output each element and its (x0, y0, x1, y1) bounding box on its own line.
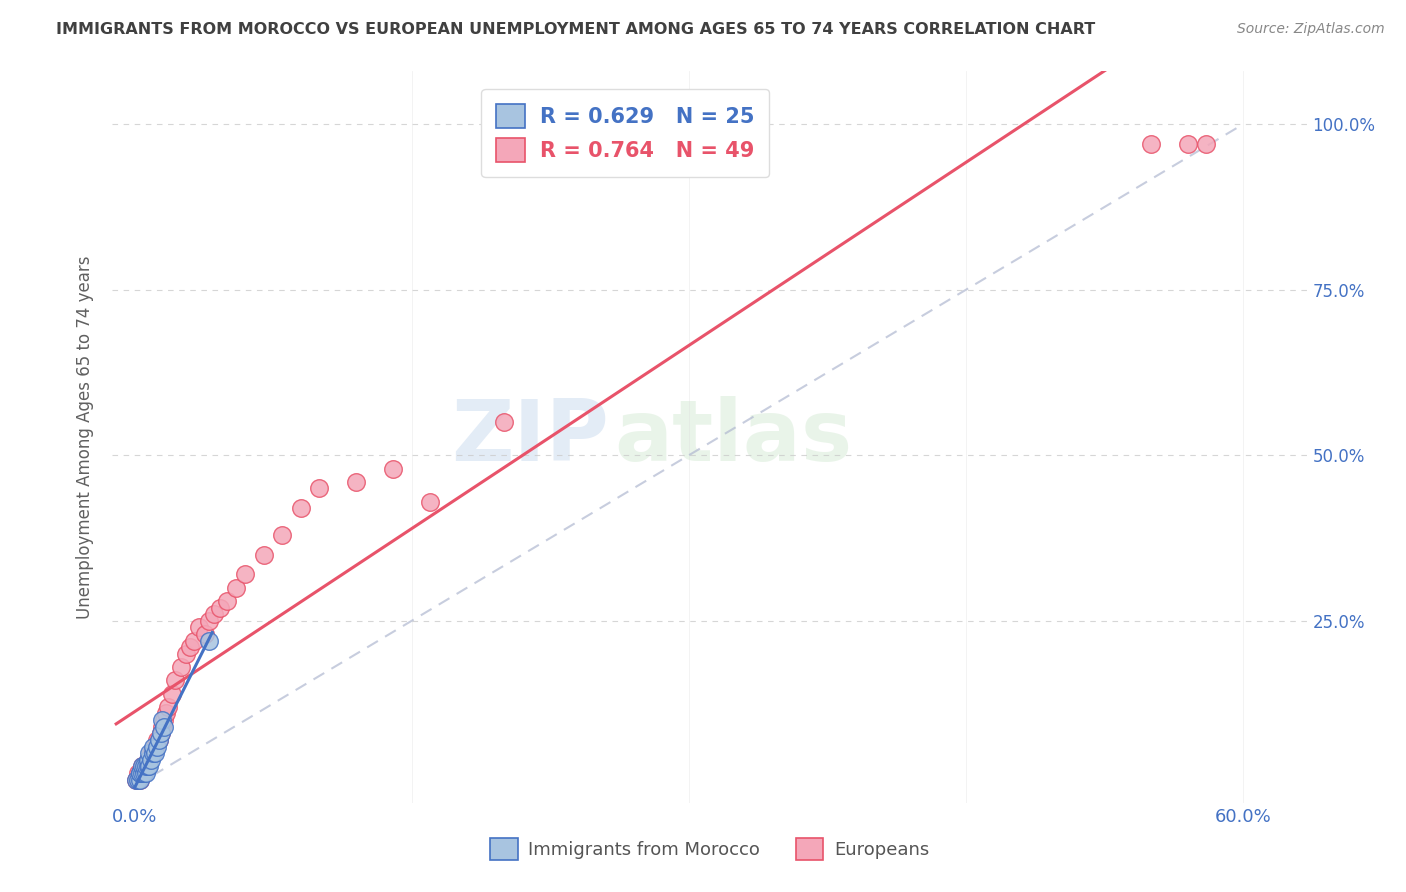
Point (641, 117, 664, 131)
Point (142, 746, 165, 760)
Point (156, 699, 179, 714)
Text: atlas: atlas (614, 395, 852, 479)
Point (125, 772, 148, 787)
Point (132, 766, 155, 780)
Point (131, 759, 153, 773)
Point (135, 759, 157, 773)
Point (494, 415, 516, 429)
Point (129, 772, 152, 787)
Point (188, 620, 211, 634)
Point (129, 766, 152, 780)
Point (1195, 137, 1218, 152)
Point (127, 772, 149, 787)
Legend: Immigrants from Morocco, Europeans: Immigrants from Morocco, Europeans (484, 830, 936, 867)
Y-axis label: Unemployment Among Ages 65 to 74 years: Unemployment Among Ages 65 to 74 years (76, 255, 94, 619)
Point (202, 607, 225, 622)
Point (153, 713, 176, 727)
Point (138, 753, 160, 767)
Point (146, 733, 169, 747)
Point (132, 766, 155, 780)
Point (1139, 137, 1161, 152)
Point (155, 706, 177, 721)
Point (146, 739, 169, 754)
Point (132, 759, 155, 773)
Point (129, 766, 152, 780)
Point (176, 647, 198, 661)
Point (136, 753, 159, 767)
Point (135, 759, 157, 773)
Point (253, 548, 276, 562)
Point (382, 461, 405, 475)
Point (215, 594, 238, 608)
Point (127, 772, 149, 787)
Point (160, 687, 183, 701)
Point (131, 759, 153, 773)
Text: Source: ZipAtlas.com: Source: ZipAtlas.com (1237, 22, 1385, 37)
Point (131, 766, 153, 780)
Point (419, 494, 441, 508)
Point (308, 482, 330, 496)
Point (149, 726, 172, 740)
Point (138, 746, 160, 760)
Point (344, 475, 367, 489)
Point (197, 633, 219, 648)
Point (143, 746, 166, 760)
Point (141, 746, 163, 760)
Point (129, 772, 152, 787)
Point (142, 746, 165, 760)
Point (183, 633, 205, 648)
Point (644, 117, 666, 131)
Point (141, 753, 163, 767)
Point (143, 739, 166, 754)
Point (194, 627, 217, 641)
Point (125, 772, 148, 787)
Point (170, 660, 193, 674)
Point (290, 501, 312, 516)
Text: IMMIGRANTS FROM MOROCCO VS EUROPEAN UNEMPLOYMENT AMONG AGES 65 TO 74 YEARS CORRE: IMMIGRANTS FROM MOROCCO VS EUROPEAN UNEM… (56, 22, 1095, 37)
Point (127, 766, 149, 780)
Point (235, 567, 257, 582)
Point (165, 673, 187, 688)
Point (132, 759, 155, 773)
Point (150, 720, 173, 734)
Point (148, 733, 170, 747)
Point (1177, 137, 1199, 152)
Point (197, 614, 219, 628)
Text: ZIP: ZIP (451, 395, 609, 479)
Point (208, 600, 231, 615)
Point (135, 766, 157, 780)
Point (149, 726, 172, 740)
Point (271, 527, 294, 541)
Point (225, 581, 247, 595)
Point (142, 739, 165, 754)
Point (131, 766, 153, 780)
Point (129, 766, 152, 780)
Point (136, 759, 159, 773)
Point (138, 759, 160, 773)
Point (148, 733, 170, 747)
Point (136, 753, 159, 767)
Point (179, 640, 201, 655)
Point (153, 720, 176, 734)
Point (150, 713, 173, 727)
